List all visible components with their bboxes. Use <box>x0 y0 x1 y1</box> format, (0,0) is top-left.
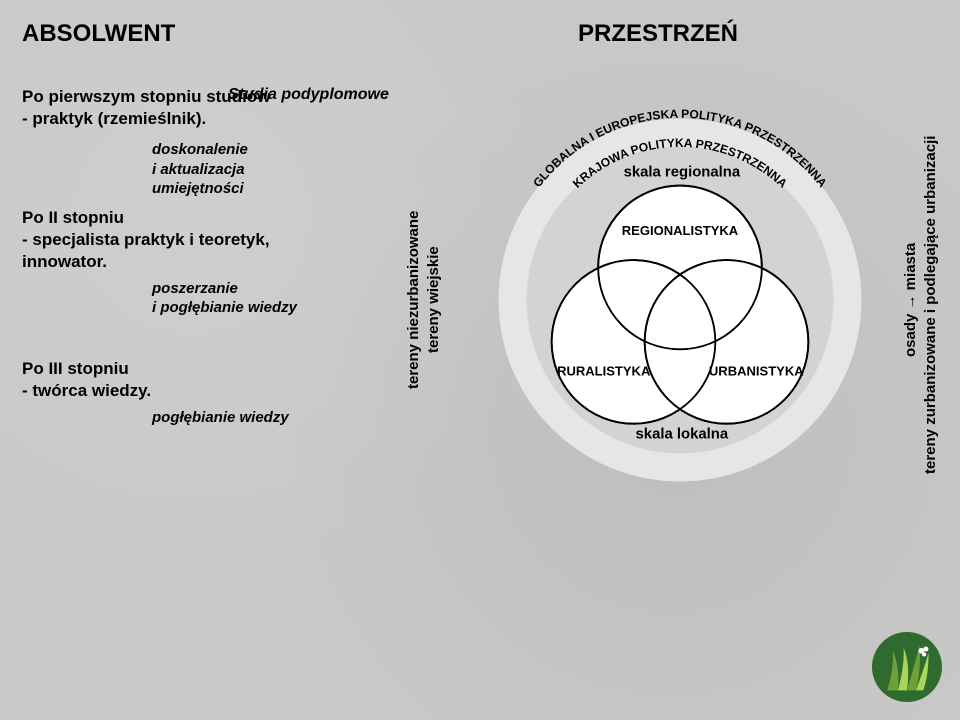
block-1: Po pierwszym stopniu studiów - praktyk (… <box>22 86 372 130</box>
b3-l2: - twórca wiedzy. <box>22 380 372 402</box>
sub1-l2: i aktualizacja <box>152 160 372 180</box>
sub1: doskonalenie i aktualizacja umiejętności <box>152 140 372 199</box>
sub1-l1: doskonalenie <box>152 140 372 160</box>
header-left: ABSOLWENT <box>22 20 175 48</box>
sub1-l3: umiejętności <box>152 179 372 199</box>
header: ABSOLWENT PRZESTRZEŃ <box>22 20 938 48</box>
header-right: PRZESTRZEŃ <box>578 20 738 48</box>
b2-l1: Po II stopniu <box>22 207 372 229</box>
logo-icon <box>880 640 934 694</box>
sub2-l1: poszerzanie <box>152 279 372 299</box>
b2-l2: - specjalista praktyk i teoretyk, <box>22 229 372 251</box>
label-left: RURALISTYKA <box>557 363 651 378</box>
b3-l1: Po III stopniu <box>22 358 372 380</box>
b1-l2: - praktyk (rzemieślnik). <box>22 108 372 130</box>
b1-l1: Po pierwszym stopniu studiów <box>22 86 372 108</box>
venn-svg: GLOBALNA I EUROPEJSKA POLITYKA PRZESTRZE… <box>430 100 930 500</box>
scale-bottom: skala lokalna <box>636 427 729 443</box>
scale-top: skala regionalna <box>624 164 741 180</box>
left-column: Po pierwszym stopniu studiów - praktyk (… <box>22 86 372 428</box>
logo <box>872 632 942 702</box>
b2-l3: innowator. <box>22 251 372 273</box>
block-3: Po III stopniu - twórca wiedzy. <box>22 358 372 402</box>
sub3-l1: pogłębianie wiedzy <box>152 408 372 428</box>
sub3: pogłębianie wiedzy <box>152 408 372 428</box>
block-2: Po II stopniu - specjalista praktyk i te… <box>22 207 372 273</box>
label-right: URBANISTYKA <box>709 363 804 378</box>
venn-diagram: GLOBALNA I EUROPEJSKA POLITYKA PRZESTRZE… <box>430 100 930 500</box>
sub2-l2: i pogłębianie wiedzy <box>152 298 372 318</box>
label-top: REGIONALISTYKA <box>622 223 739 238</box>
vtext-left-1: tereny niezurbanizowane <box>405 150 422 450</box>
sub2: poszerzanie i pogłębianie wiedzy <box>152 279 372 318</box>
